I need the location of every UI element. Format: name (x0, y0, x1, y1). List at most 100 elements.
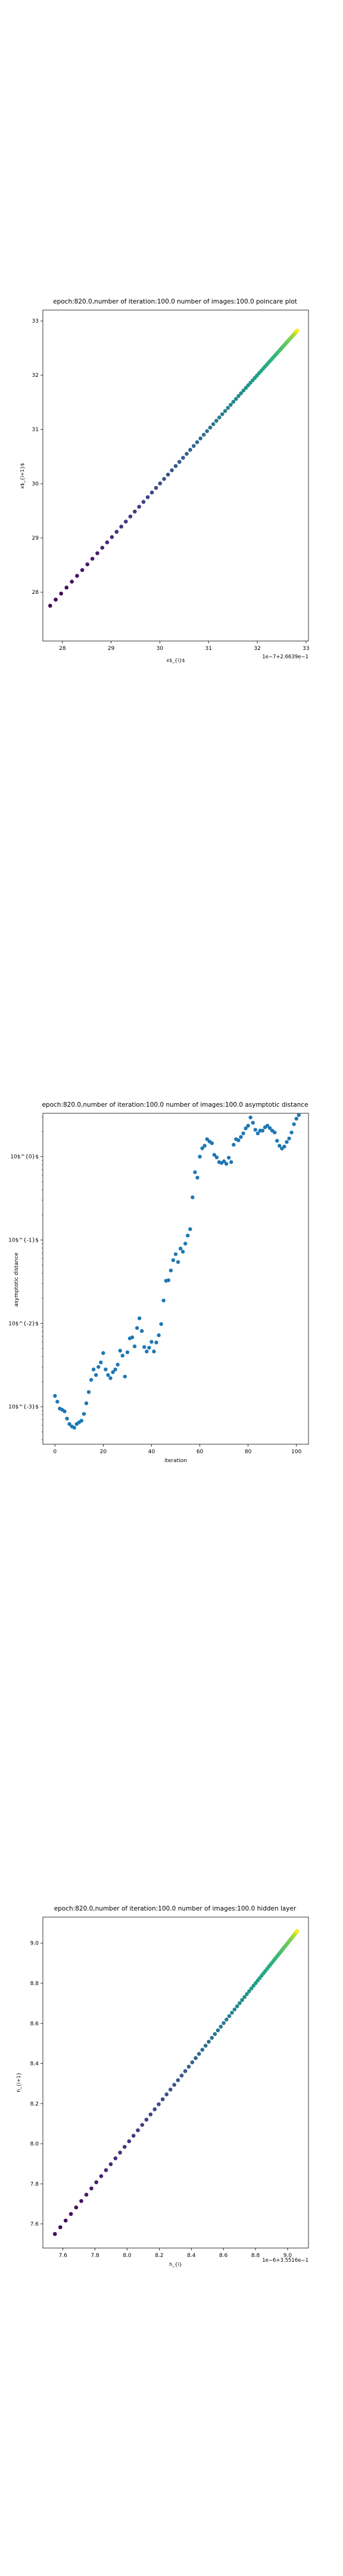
poincare-point (226, 405, 230, 410)
asymptotic-point (227, 1156, 231, 1160)
hidden-layer-title: epoch:820.0,number of iteration:100.0 nu… (54, 1905, 297, 1912)
hidden-layer-point (58, 2225, 63, 2230)
hidden-layer-point (79, 2199, 83, 2203)
poincare-x-tick-label: 29 (108, 646, 115, 652)
poincare-point (217, 415, 222, 420)
asymptotic-point (294, 1116, 298, 1121)
asymptotic-point (137, 1316, 142, 1321)
asymptotic-point (113, 1367, 117, 1371)
poincare-plot-area (42, 309, 309, 642)
poincare-point (48, 603, 52, 608)
hidden-layer-point (52, 2232, 57, 2236)
poincare-point (195, 440, 199, 444)
hidden-layer-point (164, 2092, 169, 2097)
asymptotic-point (106, 1373, 110, 1377)
asymptotic-point (149, 1340, 154, 1344)
hidden-layer-plot-area (42, 1916, 309, 2249)
hidden-layer-y-label: h_{i+1} (16, 2072, 21, 2092)
hidden-layer-point (172, 2083, 176, 2087)
asymptotic-point (154, 1340, 158, 1345)
hidden-layer-point (230, 2011, 234, 2015)
asymptotic-y-ticks: 10$^{-3}$ 10$^{-2}$ 10$^{-1}$ 10$^{0}$ (8, 1116, 43, 1441)
poincare-point (211, 422, 216, 426)
hidden-layer-point (222, 2021, 226, 2026)
hidden-layer-point (160, 2097, 165, 2101)
asymptotic-point (198, 1154, 202, 1159)
asymptotic-point (111, 1370, 115, 1374)
hidden-layer-point (74, 2205, 79, 2210)
poincare-x-tick-label: 30 (157, 646, 164, 652)
asymptotic-point (265, 1123, 270, 1128)
hidden-layer-x-tick-label: 8.2 (155, 2253, 163, 2259)
poincare-y-ticks: 28 29 30 31 32 33 (32, 318, 43, 596)
hidden-layer-point (224, 2017, 229, 2022)
hidden-layer-point (210, 2036, 214, 2040)
hidden-layer-point (197, 2052, 201, 2056)
poincare-point (90, 556, 95, 561)
hidden-layer-y-tick-label: 9.0 (30, 1941, 39, 1947)
poincare-point (231, 400, 236, 404)
poincare-point (229, 402, 233, 407)
asymptotic-point (157, 1333, 161, 1337)
asymptotic-point (142, 1345, 146, 1349)
asymptotic-point (104, 1367, 108, 1371)
poincare-point (154, 485, 158, 490)
poincare-x-ticks: 28 29 30 31 32 33 (59, 641, 310, 652)
poincare-point (123, 519, 128, 524)
poincare-point (188, 448, 192, 452)
hidden-layer-y-tick-label: 8.4 (30, 2061, 39, 2067)
hidden-layer-x-tick-label: 8.0 (123, 2253, 132, 2259)
hidden-layer-points (52, 1929, 300, 2236)
asymptotic-y-tick-label: 10$^{-2}$ (8, 1321, 39, 1327)
asymptotic-point (202, 1144, 207, 1148)
asymptotic-point (248, 1115, 252, 1120)
poincare-point (85, 562, 89, 566)
hidden-layer-point (213, 2032, 217, 2036)
hidden-layer-point (108, 2162, 113, 2166)
asymptotic-y-tick-label: 10$^{0}$ (10, 1154, 39, 1160)
poincare-point (119, 524, 123, 529)
asymptotic-point (297, 1113, 301, 1117)
poincare-point (145, 495, 150, 500)
poincare-point (205, 429, 209, 434)
poincare-point (141, 500, 146, 504)
asymptotic-point (180, 1249, 185, 1254)
poincare-points (48, 329, 300, 608)
hidden-layer-point (203, 2044, 208, 2048)
asymptotic-point (166, 1278, 171, 1283)
asymptotic-point (210, 1141, 214, 1145)
poincare-point (110, 535, 114, 539)
hidden-layer-point (176, 2078, 180, 2082)
hidden-layer-point (219, 2024, 223, 2029)
asymptotic-point (159, 1322, 163, 1326)
asymptotic-x-tick-label: 40 (148, 1449, 155, 1455)
asymptotic-point (200, 1146, 204, 1150)
asymptotic-point (72, 1426, 76, 1430)
asymptotic-point (222, 1159, 226, 1163)
hidden-layer-x-ticks: 7.6 7.8 8.0 8.2 8.4 8.6 8.8 9.0 (59, 2248, 292, 2259)
asymptotic-point (275, 1138, 279, 1143)
poincare-y-tick-label: 30 (32, 481, 39, 487)
poincare-point (214, 419, 219, 423)
asymptotic-point (251, 1120, 255, 1125)
hidden-layer-point (148, 2112, 153, 2117)
poincare-point (149, 490, 154, 495)
poincare-y-tick-label: 29 (32, 535, 39, 541)
asymptotic-point (82, 1411, 86, 1416)
hidden-layer-point (238, 2001, 242, 2005)
poincare-point (191, 444, 196, 448)
poincare-point (173, 464, 178, 468)
asymptotic-point (140, 1329, 144, 1333)
poincare-point (220, 412, 224, 416)
poincare-x-tick-label: 31 (205, 646, 212, 652)
asymptotic-point (96, 1365, 101, 1369)
asymptotic-point (273, 1130, 277, 1135)
hidden-layer-point (99, 2174, 104, 2178)
poincare-point (181, 456, 185, 460)
poincare-y-tick-label: 32 (32, 373, 39, 379)
asymptotic-x-tick-label: 80 (245, 1449, 252, 1455)
asymptotic-point (224, 1162, 229, 1166)
asymptotic-point (89, 1377, 93, 1382)
asymptotic-plot-area (42, 1113, 309, 1445)
